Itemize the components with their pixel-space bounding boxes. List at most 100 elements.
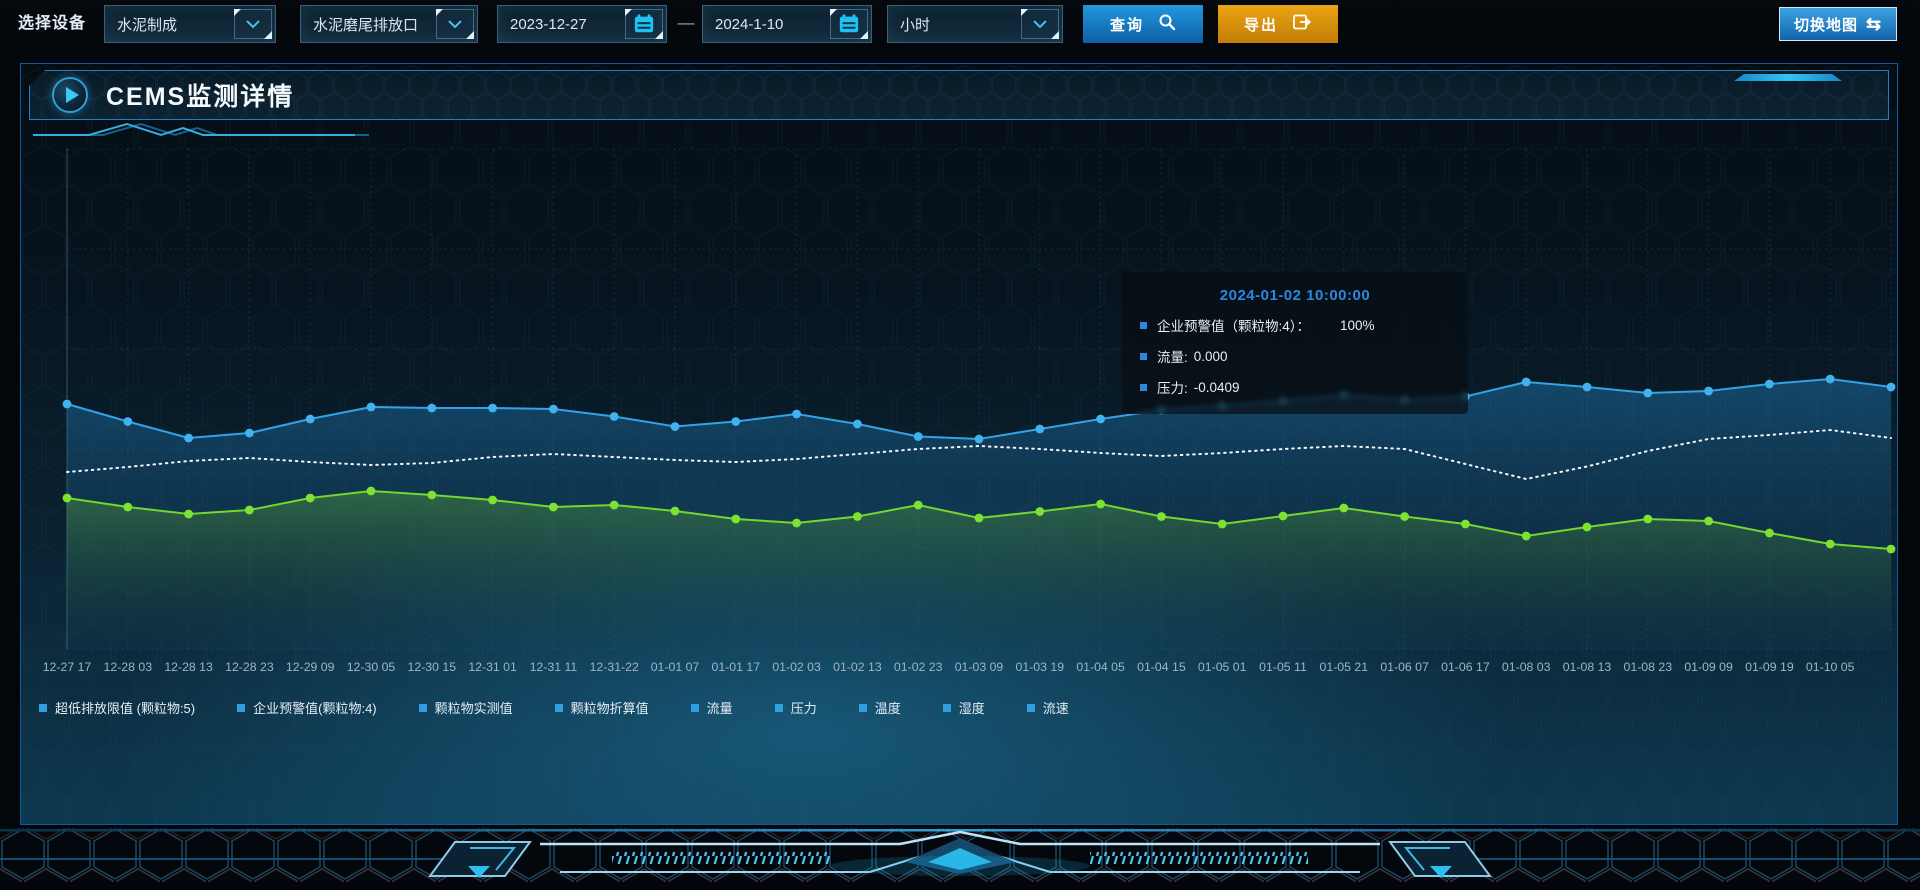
tooltip-series-value: 0.000 [1193,348,1228,364]
x-axis-label: 12-28 03 [104,660,153,674]
panel-title: CEMS监测详情 [106,83,295,111]
corner-accent [1021,9,1028,16]
legend-label: 湿度 [958,701,985,716]
date-range-separator: — [677,13,695,32]
end-date-picker[interactable]: 2024-1-10 [702,5,872,43]
end-date-value: 2024-1-10 [715,15,784,33]
legend-marker [39,703,47,712]
x-axis-labels: 12-27 17 12-28 03 12-28 13 12-28 23 12-29 09… [43,660,1855,674]
chevron-down-icon[interactable] [234,9,272,39]
legend-item[interactable]: 企业预警值(颗粒物:4) [237,698,377,717]
calendar-icon[interactable] [625,9,663,39]
export-button-label: 导出 [1243,16,1278,34]
x-axis-label: 12-31-22 [590,660,639,674]
tooltip-series-marker [1140,383,1147,391]
tooltip-series-label: 企业预警值（颗粒物:4）： [1157,319,1311,334]
legend: 超低排放限值 (颗粒物:5) 企业预警值(颗粒物:4) 颗粒物实测值 颗粒物折算值 流量… [39,698,1069,717]
x-axis-label: 12-31 11 [530,660,578,674]
legend-item[interactable]: 压力 [774,698,817,717]
legend-marker [1026,703,1035,712]
legend-label: 企业预警值(颗粒物:4) [253,701,377,716]
legend-item[interactable]: 温度 [858,698,901,717]
cems-panel: CEMS监测详情 12-27 17 12-28 03 12-28 13 12-28 2… [20,63,1898,825]
legend-item[interactable]: 颗粒物折算值 [554,698,649,717]
legend-marker [774,703,783,712]
corner-accent [860,31,868,39]
x-axis-label: 01-08 03 [1502,660,1551,674]
x-axis-label: 01-08 23 [1624,660,1673,674]
tooltip-title: 2024-01-02 10:00:00 [1219,287,1371,304]
device-label: 选择设备 [18,15,87,32]
x-axis-label: 12-28 13 [164,660,213,674]
corner-accent [830,9,837,16]
legend-item[interactable]: 超低排放限值 (颗粒物:5) [39,698,195,717]
search-icon [1158,13,1176,35]
legend-item[interactable]: 颗粒物实测值 [418,698,513,717]
legend-label: 颗粒物折算值 [570,701,649,716]
start-date-picker[interactable]: 2023-12-27 [497,5,667,43]
x-axis-label: 01-10 05 [1806,660,1855,674]
chevron-down-icon[interactable] [1021,9,1059,39]
legend-item[interactable]: 流速 [1026,698,1069,717]
legend-marker [858,703,867,712]
tooltip-series-value: 100% [1340,317,1375,333]
header-hex-pattern [30,71,1889,120]
x-axis-label: 12-30 15 [408,660,457,674]
tooltip-series-label: 压力: [1157,381,1188,396]
legend-label: 流量 [706,701,733,716]
x-axis-label: 01-01 17 [712,660,761,674]
interval-select-value: 小时 [900,16,931,34]
x-axis-label: 01-02 13 [833,660,882,674]
tooltip-rows: 企业预警值（颗粒物:4）： 100% 流量: 0.000 压力: -0.0409 [1140,315,1450,397]
toolbar: 选择设备 水泥制成 水泥磨尾排放口 2023-12-27 — 2024-1-10 [0,0,1920,48]
panel-header: CEMS监测详情 [29,70,1889,120]
x-axis-label: 01-05 01 [1198,660,1247,674]
x-axis-label: 01-09 19 [1745,660,1794,674]
swap-arrows-icon: ⇆ [1865,14,1883,34]
legend-label: 流速 [1042,701,1069,716]
x-axis-label: 12-27 17 [43,660,92,674]
chart-tooltip: 2024-01-02 10:00:00 企业预警值（颗粒物:4）： 100% 流量:… [1122,272,1468,414]
x-axis-label: 01-06 07 [1380,660,1429,674]
legend-item[interactable]: 流量 [690,698,733,717]
switch-map-button[interactable]: 切换地图 ⇆ [1779,7,1897,41]
device-select[interactable]: 水泥制成 [104,5,276,43]
switch-map-label: 切换地图 [1793,16,1858,34]
x-axis-label: 01-03 09 [955,660,1004,674]
x-axis-label: 01-03 19 [1016,660,1065,674]
export-button[interactable]: 导出 [1218,5,1338,43]
outlet-select[interactable]: 水泥磨尾排放口 [300,5,478,43]
x-axis-label: 01-01 07 [651,660,700,674]
tooltip-series-label: 流量: [1157,350,1188,365]
legend-item[interactable]: 湿度 [942,698,985,717]
interval-select[interactable]: 小时 [887,5,1063,43]
legend-label: 颗粒物实测值 [434,701,513,716]
tooltip-series-marker [1140,321,1147,329]
legend-label: 超低排放限值 (颗粒物:5) [55,701,196,716]
legend-marker [690,703,699,712]
start-date-value: 2023-12-27 [510,15,587,33]
corner-accent [264,31,272,39]
tooltip-series-value: -0.0409 [1193,379,1240,395]
x-axis-label: 01-08 13 [1563,660,1612,674]
legend-marker [554,703,563,712]
tooltip-row: 压力: -0.0409 [1140,377,1450,397]
series-area-2 [67,491,1891,649]
x-axis-label: 12-30 05 [347,660,396,674]
x-axis-label: 01-05 21 [1320,660,1369,674]
corner-accent [1051,31,1059,39]
legend-label: 温度 [874,701,901,716]
device-select-value: 水泥制成 [117,16,178,34]
x-axis-label: 01-05 11 [1259,660,1307,674]
legend-label: 压力 [790,701,817,716]
chevron-down-icon[interactable] [436,9,474,39]
x-axis-label: 01-02 23 [894,660,943,674]
x-axis-label: 12-31 01 [468,660,517,674]
x-axis-label: 01-04 15 [1137,660,1186,674]
query-button[interactable]: 查询 [1083,5,1203,43]
legend-marker [418,703,427,712]
calendar-icon[interactable] [830,9,868,39]
x-axis-label: 12-28 23 [225,660,274,674]
footer-decoration [0,828,1920,890]
x-axis-label: 01-04 05 [1076,660,1125,674]
